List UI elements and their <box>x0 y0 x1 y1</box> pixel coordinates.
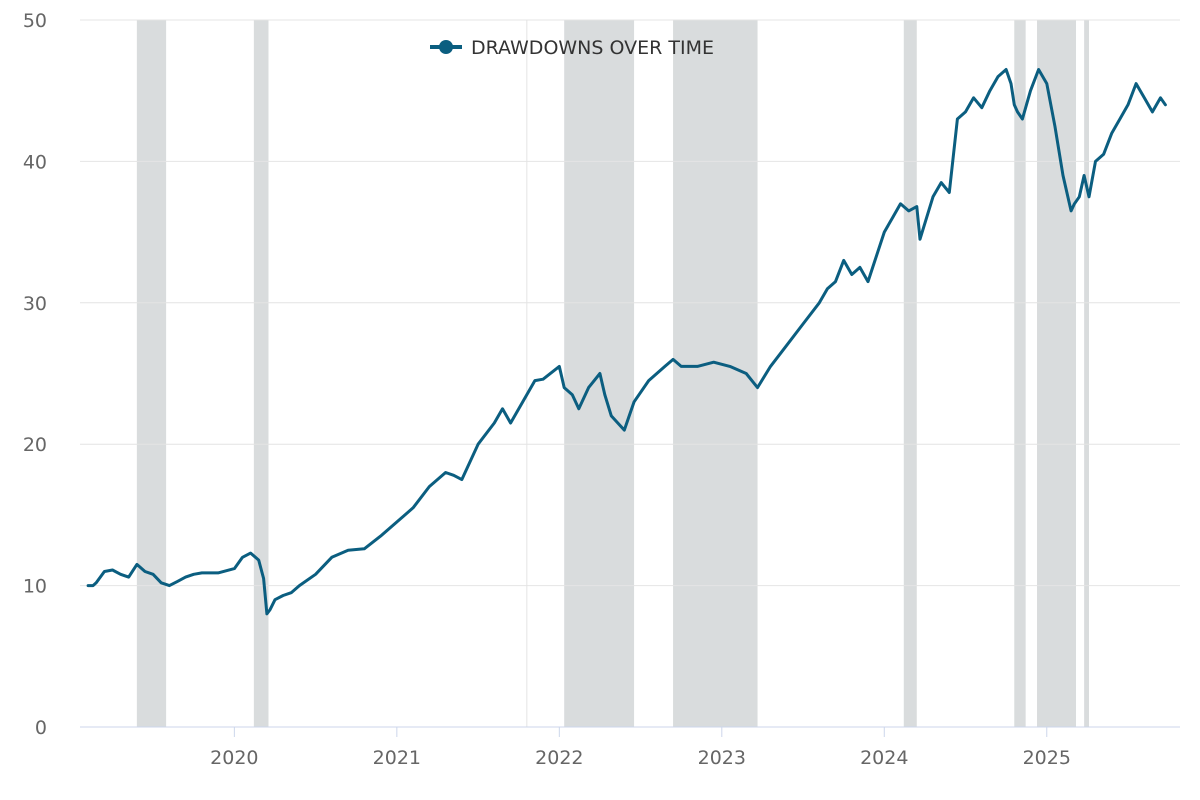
drawdown-band <box>136 20 167 727</box>
series-line <box>86 68 1167 616</box>
legend[interactable]: DRAWDOWNS OVER TIME <box>430 37 714 59</box>
series-layer <box>86 68 1167 616</box>
drawdown-band <box>1037 20 1077 727</box>
drawdown-band <box>1014 20 1026 727</box>
x-axis-labels: 2020 2021 2022 2023 2024 2025 <box>210 747 1071 769</box>
y-tick-label: 50 <box>23 10 47 32</box>
y-tick-label: 30 <box>23 293 47 315</box>
drawdown-band <box>903 20 917 727</box>
drawdown-band <box>253 20 269 727</box>
x-tick-label: 2022 <box>535 747 583 769</box>
y-tick-label: 10 <box>23 576 47 598</box>
y-axis-labels: 0 10 20 30 40 50 <box>23 10 47 739</box>
drawdown-bands <box>136 20 1090 727</box>
x-axis <box>80 726 1180 737</box>
y-tick-label: 0 <box>35 717 47 739</box>
legend-marker-icon <box>439 40 453 54</box>
x-tick-label: 2020 <box>210 747 258 769</box>
drawdown-band <box>1084 20 1090 727</box>
x-tick-label: 2024 <box>860 747 908 769</box>
y-tick-label: 40 <box>23 151 47 173</box>
x-tick-label: 2021 <box>373 747 421 769</box>
x-tick-label: 2025 <box>1023 747 1071 769</box>
legend-label: DRAWDOWNS OVER TIME <box>471 37 714 59</box>
x-tick-label: 2023 <box>698 747 746 769</box>
y-tick-label: 20 <box>23 434 47 456</box>
